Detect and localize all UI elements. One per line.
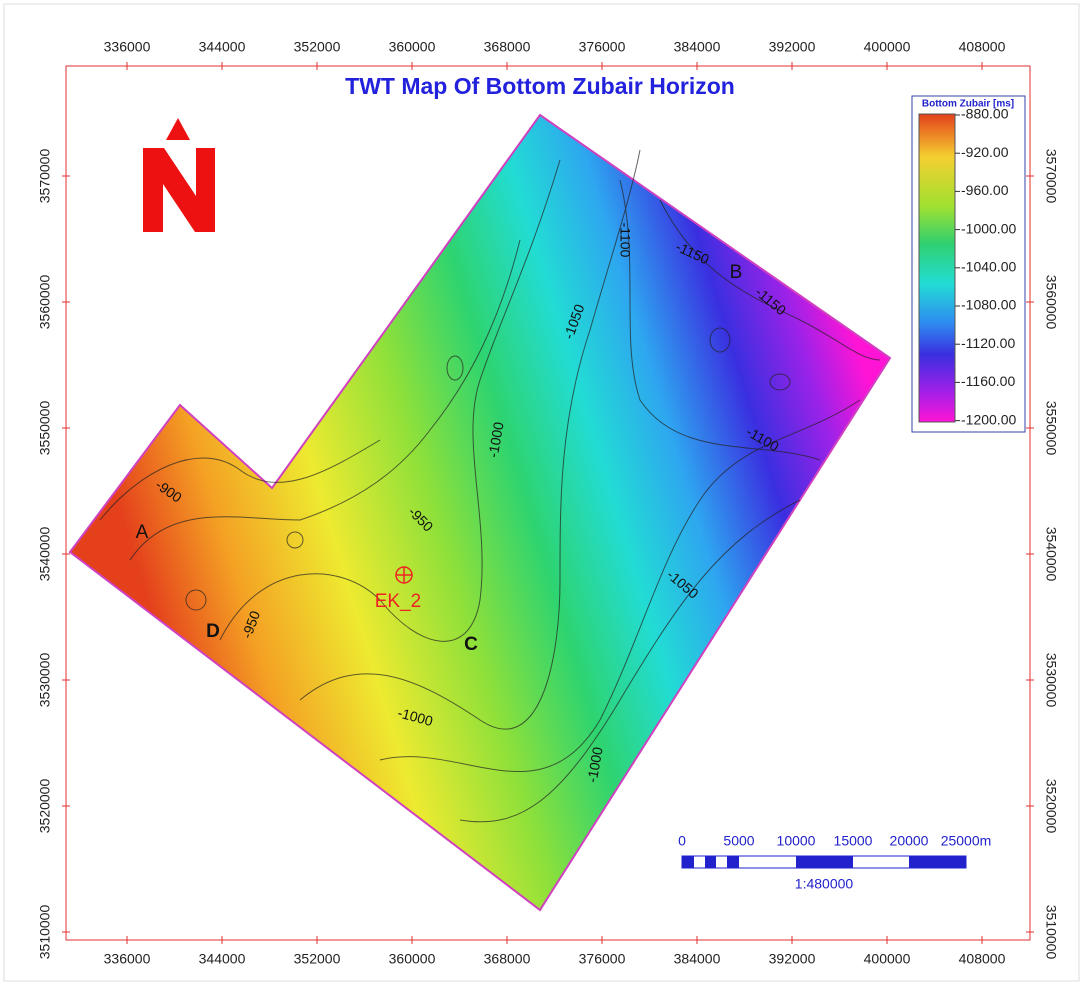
- legend-label: -1000.00: [961, 220, 1016, 236]
- scale-label: 0: [678, 833, 686, 849]
- x-axis-label: 400000: [864, 951, 911, 967]
- legend-label: -880.00: [961, 106, 1009, 122]
- y-axis-label: 3510000: [37, 905, 53, 960]
- scale-label: 25000m: [941, 833, 992, 849]
- x-axis-label: 352000: [294, 39, 341, 55]
- y-axis-label: 3560000: [1043, 275, 1059, 330]
- scale-label: 15000: [834, 833, 873, 849]
- survey-area: [68, 113, 892, 912]
- x-axis-label: 368000: [484, 39, 531, 55]
- y-axis-label: 3550000: [37, 401, 53, 456]
- contour-label: -1000: [485, 421, 507, 459]
- point-label: B: [730, 262, 743, 283]
- x-axis-label: 408000: [959, 39, 1006, 55]
- y-axis-label: 3530000: [37, 653, 53, 708]
- y-axis-label: 3510000: [1043, 905, 1059, 960]
- x-axis-label: 352000: [294, 951, 341, 967]
- legend-label: -1160.00: [961, 373, 1015, 389]
- well-label: EK_2: [375, 591, 421, 612]
- contours: [99, 149, 881, 823]
- scale-label: 20000: [890, 833, 929, 849]
- well: EK_2: [375, 566, 421, 612]
- x-axis-label: 408000: [959, 951, 1006, 967]
- x-axis-label: 336000: [104, 39, 151, 55]
- y-axis-label: 3570000: [1043, 149, 1059, 204]
- legend-label: -1200.00: [961, 411, 1016, 427]
- legend-label: -1120.00: [961, 335, 1015, 351]
- x-axis-label: 384000: [674, 39, 721, 55]
- contour-label: -1000: [584, 746, 606, 784]
- x-axis-label: 368000: [484, 951, 531, 967]
- y-axis-label: 3560000: [37, 275, 53, 330]
- x-axis-label: 376000: [579, 39, 626, 55]
- contour-label: -1100: [617, 223, 633, 258]
- x-axis-label: 336000: [104, 951, 151, 967]
- point-label: A: [136, 522, 149, 543]
- x-axis-label: 344000: [199, 39, 246, 55]
- map-title: TWT Map Of Bottom Zubair Horizon: [345, 73, 735, 99]
- legend: Bottom Zubair [ms] -880.00 -920.00 -960.00…: [911, 95, 1026, 433]
- scale-ratio: 1:480000: [795, 876, 854, 892]
- scale-label: 5000: [723, 833, 754, 849]
- x-axis-label: 376000: [579, 951, 626, 967]
- y-axis-label: 3520000: [1043, 779, 1059, 834]
- legend-label: -920.00: [961, 144, 1009, 160]
- y-axis-label: 3540000: [37, 527, 53, 582]
- scale-label: 10000: [777, 833, 816, 849]
- legend-title: Bottom Zubair [ms]: [922, 99, 1014, 110]
- point-labels: A B C D: [136, 262, 743, 655]
- legend-label: -960.00: [961, 182, 1009, 198]
- point-label: C: [464, 634, 478, 655]
- north-arrow: [143, 118, 215, 232]
- legend-label: -1080.00: [961, 297, 1016, 313]
- point-label: D: [206, 621, 220, 642]
- y-axis-label: 3530000: [1043, 653, 1059, 708]
- y-axis-label: 3540000: [1043, 527, 1059, 582]
- x-axis-label: 392000: [769, 39, 816, 55]
- y-axis-label: 3520000: [37, 779, 53, 834]
- x-axis-label: 384000: [674, 951, 721, 967]
- legend-label: -1040.00: [961, 259, 1016, 275]
- y-axis-label: 3570000: [37, 149, 53, 204]
- color-bar: [918, 113, 956, 423]
- plot-border: [65, 65, 1031, 941]
- x-axis-label: 360000: [389, 39, 436, 55]
- x-axis-label: 360000: [389, 951, 436, 967]
- x-axis-label: 400000: [864, 39, 911, 55]
- scale-bar: 0 5000 10000 15000 20000 25000m 1:480000: [678, 833, 991, 892]
- y-axis-label: 3550000: [1043, 401, 1059, 456]
- x-axis-label: 344000: [199, 951, 246, 967]
- x-axis-label: 392000: [769, 951, 816, 967]
